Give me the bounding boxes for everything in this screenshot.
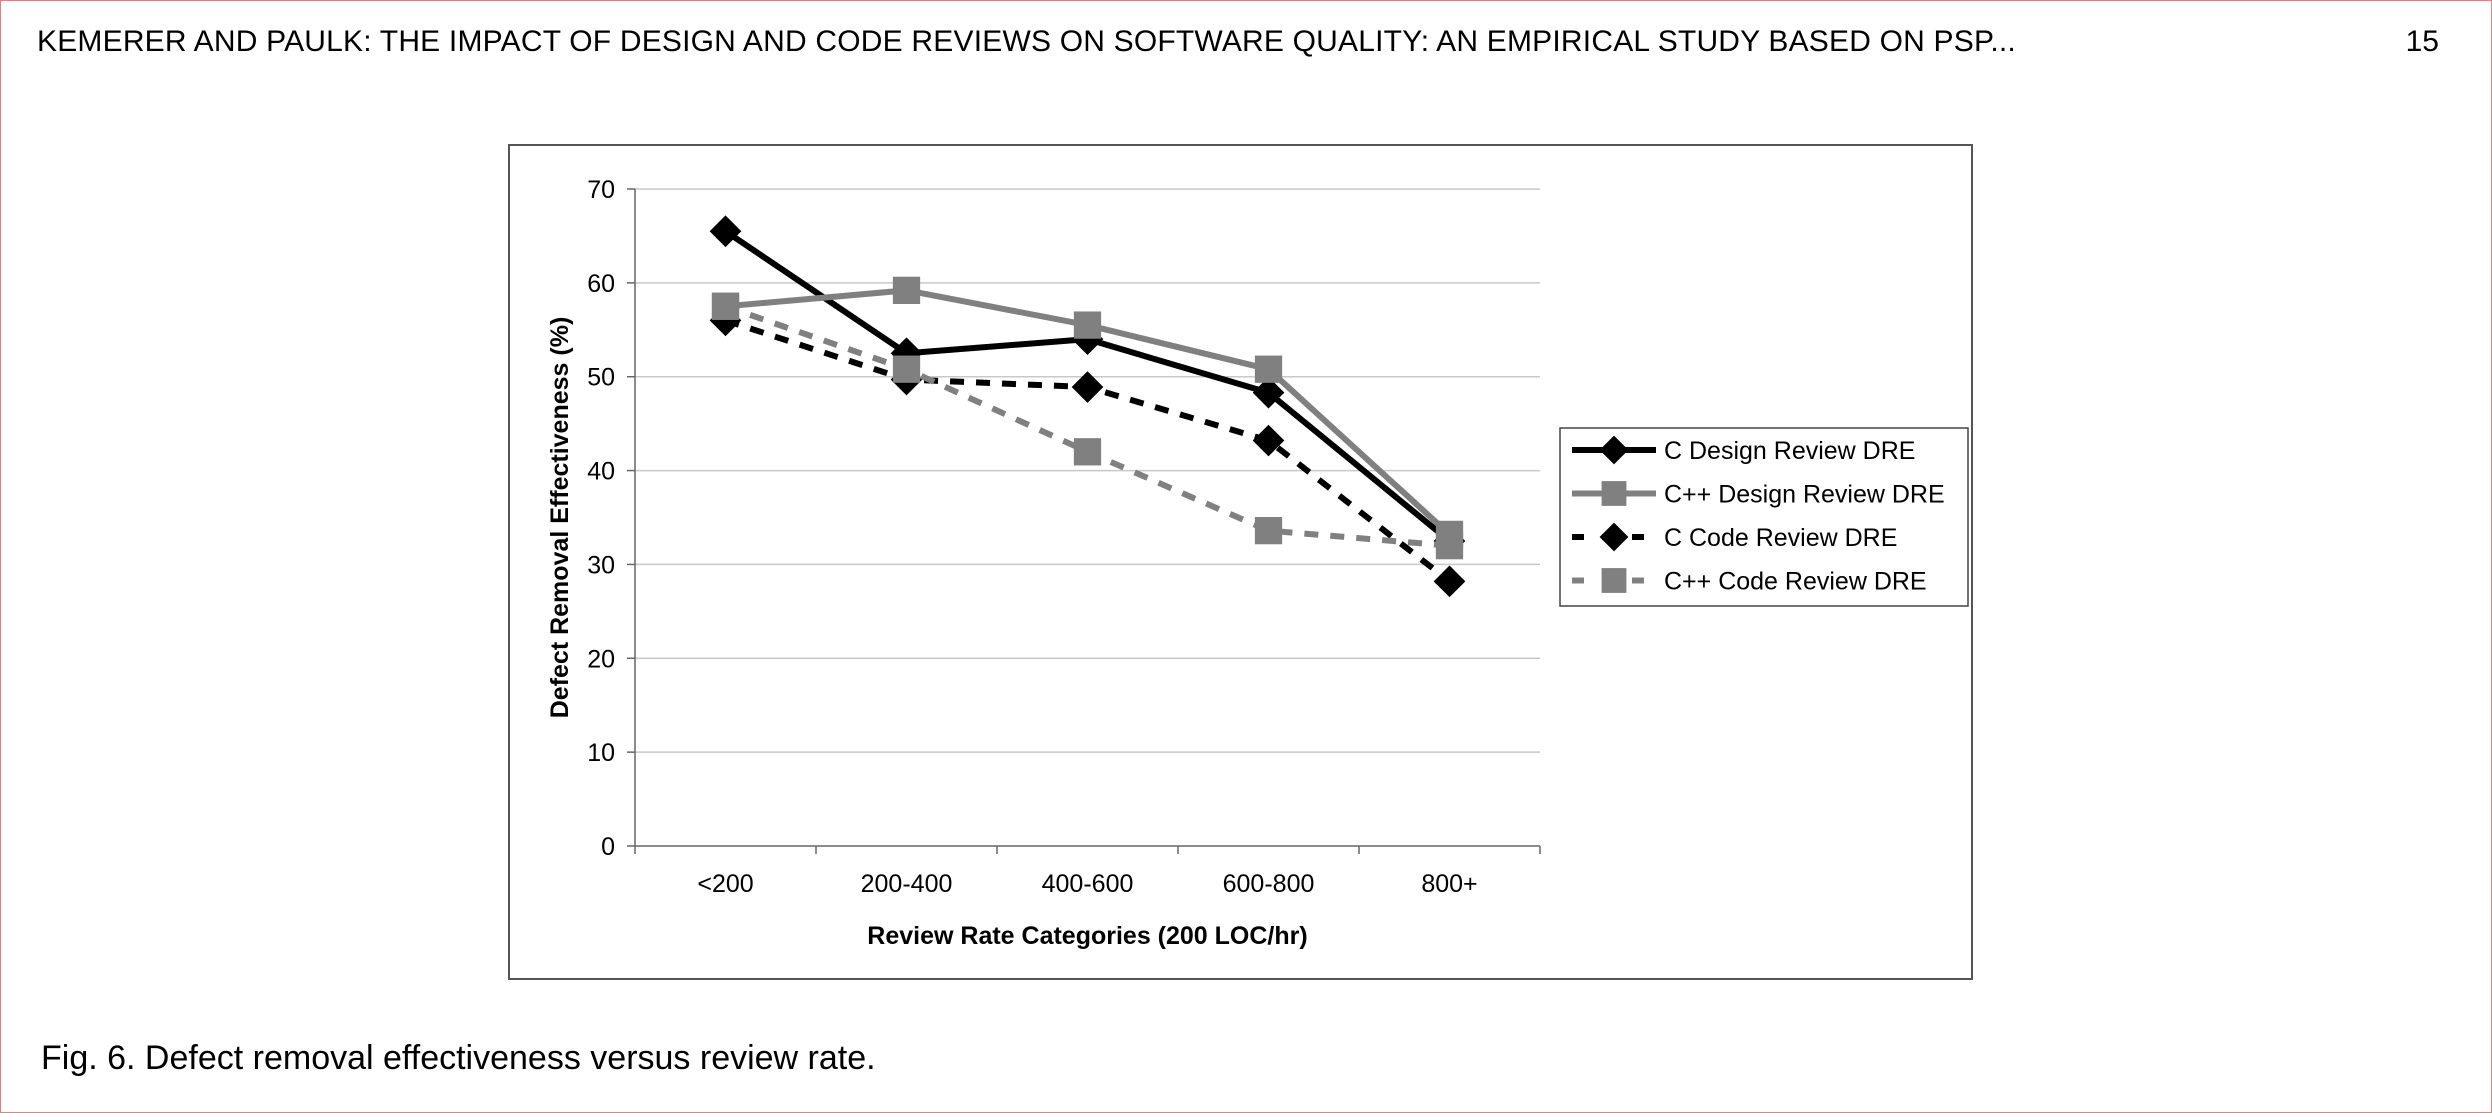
y-tick-label: 60 xyxy=(587,270,615,298)
legend-item: C++ Code Review DRE xyxy=(1572,568,1927,596)
series-4 xyxy=(711,292,1464,560)
legend-marker xyxy=(1601,568,1627,593)
data-point xyxy=(1433,565,1466,598)
data-point xyxy=(1254,517,1283,545)
axes: 0 10 20 30 40 50 60 70 <200 200-400 400-600 600-800… xyxy=(587,176,1541,898)
data-point xyxy=(892,355,921,383)
data-point xyxy=(1071,371,1104,403)
series-group xyxy=(709,215,1466,598)
y-tick-label: 40 xyxy=(587,458,615,486)
y-tick-label: 10 xyxy=(587,739,615,767)
axis-labels: Defect Removal Effectiveness (%) Review … xyxy=(546,317,1308,950)
x-axis-title: Review Rate Categories (200 LOC/hr) xyxy=(867,922,1307,950)
line-chart: 0 10 20 30 40 50 60 70 <200 200-400 400-600 600-800… xyxy=(546,176,1969,950)
legend-marker xyxy=(1601,481,1627,506)
data-point xyxy=(1252,424,1285,457)
figure-caption: Fig. 6. Defect removal effectiveness ver… xyxy=(41,1039,876,1077)
y-axis-title: Defect Removal Effectiveness (%) xyxy=(546,317,574,719)
chart-frame: 0 10 20 30 40 50 60 70 <200 200-400 400-600 600-800… xyxy=(508,144,1973,980)
legend: C Design Review DRE C++ Design Review DRE… xyxy=(1559,427,1969,607)
data-point xyxy=(1435,532,1464,560)
legend-marker xyxy=(1599,522,1629,552)
series-2 xyxy=(711,276,1464,549)
x-tick-label: 200-400 xyxy=(861,870,953,898)
legend-label: C Design Review DRE xyxy=(1664,437,1915,465)
y-tick-label: 50 xyxy=(587,364,615,392)
grid xyxy=(635,188,1540,753)
legend-label: C Code Review DRE xyxy=(1664,524,1897,552)
data-point xyxy=(1252,376,1285,409)
page-number: 15 xyxy=(2405,25,2439,58)
data-point xyxy=(892,276,921,305)
y-tick-label: 0 xyxy=(601,833,615,861)
legend-item: C Code Review DRE xyxy=(1572,522,1897,552)
legend-item: C Design Review DRE xyxy=(1572,435,1915,465)
x-tick-label: 400-600 xyxy=(1042,870,1134,898)
x-tick-label: <200 xyxy=(697,870,753,898)
running-head: KEMERER AND PAULK: THE IMPACT OF DESIGN … xyxy=(37,25,2016,58)
data-point xyxy=(1254,355,1283,383)
legend-marker xyxy=(1599,435,1629,465)
legend-item: C++ Design Review DRE xyxy=(1572,481,1945,509)
y-tick-label: 20 xyxy=(587,645,615,673)
data-point xyxy=(1073,311,1102,339)
x-tick-label: 800+ xyxy=(1421,870,1477,898)
x-tick-label: 600-800 xyxy=(1223,870,1315,898)
y-tick-label: 30 xyxy=(587,551,615,579)
legend-box xyxy=(1559,427,1969,607)
legend-label: C++ Design Review DRE xyxy=(1664,481,1945,509)
data-point xyxy=(1071,323,1104,356)
data-point xyxy=(709,215,742,248)
y-tick-label: 70 xyxy=(587,176,615,204)
data-point xyxy=(1073,438,1102,466)
data-point xyxy=(711,292,740,320)
legend-label: C++ Code Review DRE xyxy=(1664,568,1927,596)
